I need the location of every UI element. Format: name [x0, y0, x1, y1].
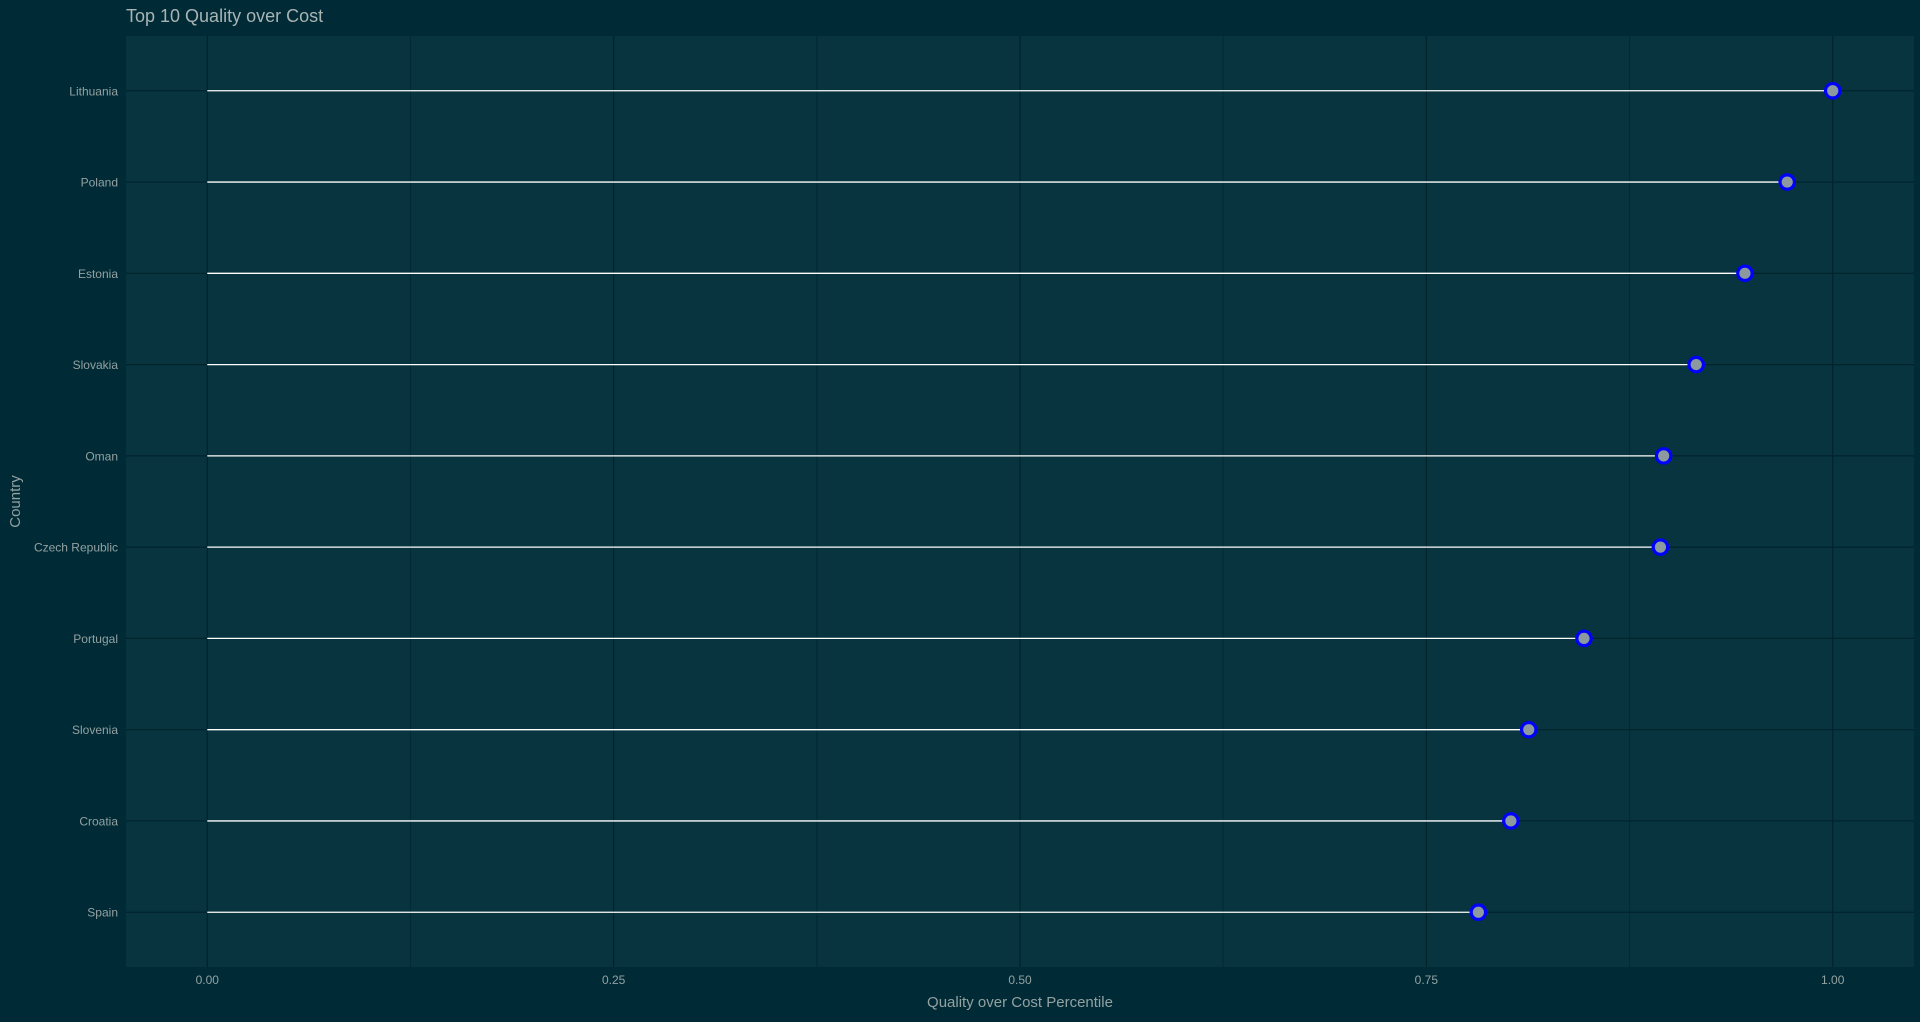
y-tick-label: Spain [87, 906, 118, 920]
point-estonia [1736, 264, 1754, 283]
y-tick-label: Slovakia [73, 358, 119, 372]
y-tick-label: Oman [85, 449, 118, 463]
chart-title: Top 10 Quality over Cost [126, 6, 323, 26]
x-tick-label: 0.50 [1008, 973, 1032, 987]
lollipop-segments [207, 90, 1833, 913]
point-oman [1654, 447, 1673, 465]
point-lithuania [1823, 81, 1842, 100]
x-axis-tick-labels: 0.00 0.25 0.50 0.75 1.00 [196, 973, 1845, 987]
y-tick-label: Croatia [79, 814, 118, 828]
y-tick-label: Estonia [78, 267, 118, 281]
point-slovakia [1687, 355, 1705, 374]
y-tick-label: Czech Republic [34, 541, 118, 555]
point-spain [1469, 903, 1488, 922]
lollipop-points [1469, 81, 1842, 922]
point-portugal [1575, 629, 1593, 648]
y-tick-label: Lithuania [69, 84, 118, 98]
point-slovenia [1519, 720, 1538, 739]
y-tick-label: Portugal [73, 632, 118, 646]
x-tick-label: 1.00 [1821, 973, 1845, 987]
y-tick-label: Slovenia [72, 723, 118, 737]
minor-gridlines [409, 36, 1631, 967]
y-axis-title: Country [7, 475, 24, 528]
point-poland [1778, 173, 1797, 191]
y-axis-tick-labels: Lithuania Poland Estonia Slovakia Oman Czech … [34, 84, 118, 919]
y-tick-label: Poland [81, 176, 118, 190]
x-axis-title: Quality over Cost Percentile [927, 994, 1113, 1011]
point-czech-republic [1651, 538, 1670, 556]
point-croatia [1502, 812, 1520, 830]
x-tick-label: 0.25 [602, 973, 626, 987]
x-tick-label: 0.75 [1415, 973, 1439, 987]
x-tick-label: 0.00 [196, 973, 220, 987]
